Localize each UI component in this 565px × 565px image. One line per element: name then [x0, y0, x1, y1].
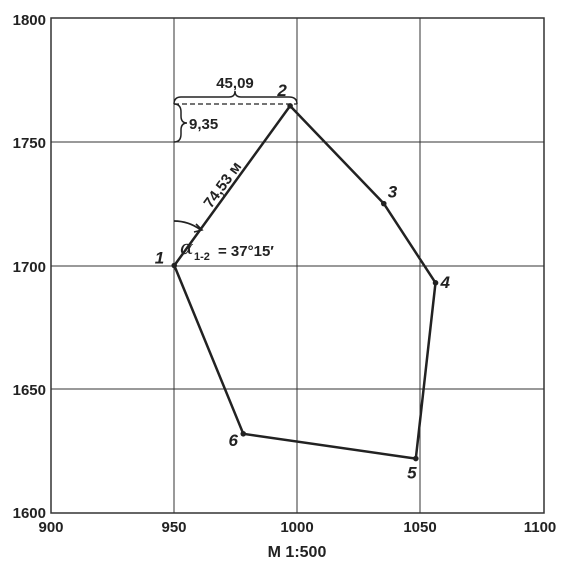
angle-arc: [173, 220, 201, 231]
angle-subscript: 1-2: [194, 251, 210, 263]
vertex-label-2: 2: [276, 81, 287, 100]
vertex-point-4: [432, 280, 439, 286]
vertex-label-1: 1: [155, 249, 164, 268]
vertex-point-1: [171, 262, 178, 269]
dy-label: 9,35: [189, 116, 218, 133]
vertex-labels: 1 2 3 4 5 6: [155, 81, 451, 483]
x-tick: 1050: [403, 519, 436, 536]
traverse-polygon: [173, 104, 437, 460]
x-tick: 900: [38, 519, 63, 536]
angle-symbol: α: [180, 235, 194, 259]
increment-construction: 45,09 9,35: [173, 75, 298, 143]
y-tick: 1750: [13, 135, 46, 152]
dx-label: 45,09: [216, 75, 254, 92]
dx-brace: [173, 90, 298, 105]
vertex-point-5: [413, 455, 419, 462]
y-axis-ticks: 1800 1750 1700 1650 1600: [13, 12, 46, 522]
angle-value: = 37°15′: [218, 243, 274, 260]
grid: [51, 18, 544, 513]
vertex-label-5: 5: [407, 464, 417, 483]
x-tick: 1100: [524, 519, 557, 536]
x-axis-ticks: 900 950 1000 1050 1100: [38, 519, 556, 536]
y-tick: 1700: [13, 259, 46, 276]
vertex-point-6: [240, 431, 247, 437]
distance-label: 74,53 м: [200, 159, 245, 212]
dy-brace: [173, 103, 188, 143]
scale-label: M 1:500: [268, 544, 327, 561]
x-tick: 1000: [280, 519, 313, 536]
y-tick: 1800: [13, 12, 46, 29]
vertex-label-3: 3: [388, 183, 398, 202]
vertex-label-4: 4: [440, 273, 451, 292]
angle-label: α 1-2 = 37°15′: [180, 235, 274, 263]
x-tick: 950: [161, 519, 186, 536]
vertex-point-3: [380, 200, 387, 207]
vertices: [171, 103, 439, 462]
y-tick: 1600: [13, 505, 46, 522]
y-tick: 1650: [13, 382, 46, 399]
angle-arrow-icon: [193, 223, 204, 233]
vertex-label-6: 6: [229, 431, 239, 450]
